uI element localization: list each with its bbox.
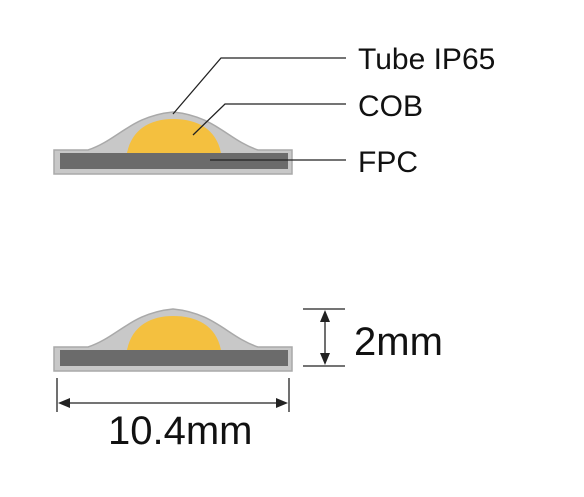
fpc-board-2 xyxy=(60,350,288,366)
fpc-board xyxy=(60,153,288,169)
height-arrow-down xyxy=(320,353,330,365)
width-dimension xyxy=(56,378,290,412)
height-arrow-up xyxy=(320,310,330,322)
cob-dome-2 xyxy=(127,316,221,350)
height-dimension xyxy=(303,308,345,367)
tube-label: Tube IP65 xyxy=(358,43,495,76)
dimensioned-cross-section: 2mm 10.4mm xyxy=(53,308,443,453)
cob-leader-line xyxy=(192,103,346,136)
tube-leader-line xyxy=(172,57,346,115)
cob-dome xyxy=(127,119,221,153)
width-label: 10.4mm xyxy=(108,409,253,453)
fpc-label: FPC xyxy=(358,146,418,179)
labeled-cross-section: Tube IP65 COB FPC xyxy=(53,43,495,179)
width-arrow-left xyxy=(58,398,70,408)
cob-label: COB xyxy=(358,90,423,123)
width-arrow-right xyxy=(276,398,288,408)
height-label: 2mm xyxy=(354,320,443,364)
